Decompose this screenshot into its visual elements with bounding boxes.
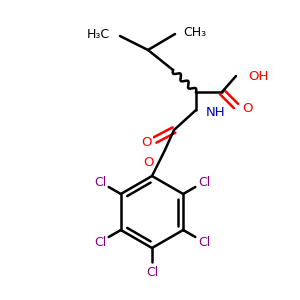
- Text: OH: OH: [248, 70, 268, 83]
- Text: Cl: Cl: [198, 176, 210, 188]
- Text: NH: NH: [206, 106, 226, 118]
- Text: H₃C: H₃C: [87, 28, 110, 40]
- Text: O: O: [242, 101, 253, 115]
- Text: Cl: Cl: [94, 176, 106, 188]
- Text: Cl: Cl: [94, 236, 106, 248]
- Text: Cl: Cl: [146, 266, 158, 278]
- Text: O: O: [143, 157, 153, 169]
- Text: Cl: Cl: [198, 236, 210, 248]
- Text: O: O: [142, 136, 152, 149]
- Text: CH₃: CH₃: [183, 26, 206, 38]
